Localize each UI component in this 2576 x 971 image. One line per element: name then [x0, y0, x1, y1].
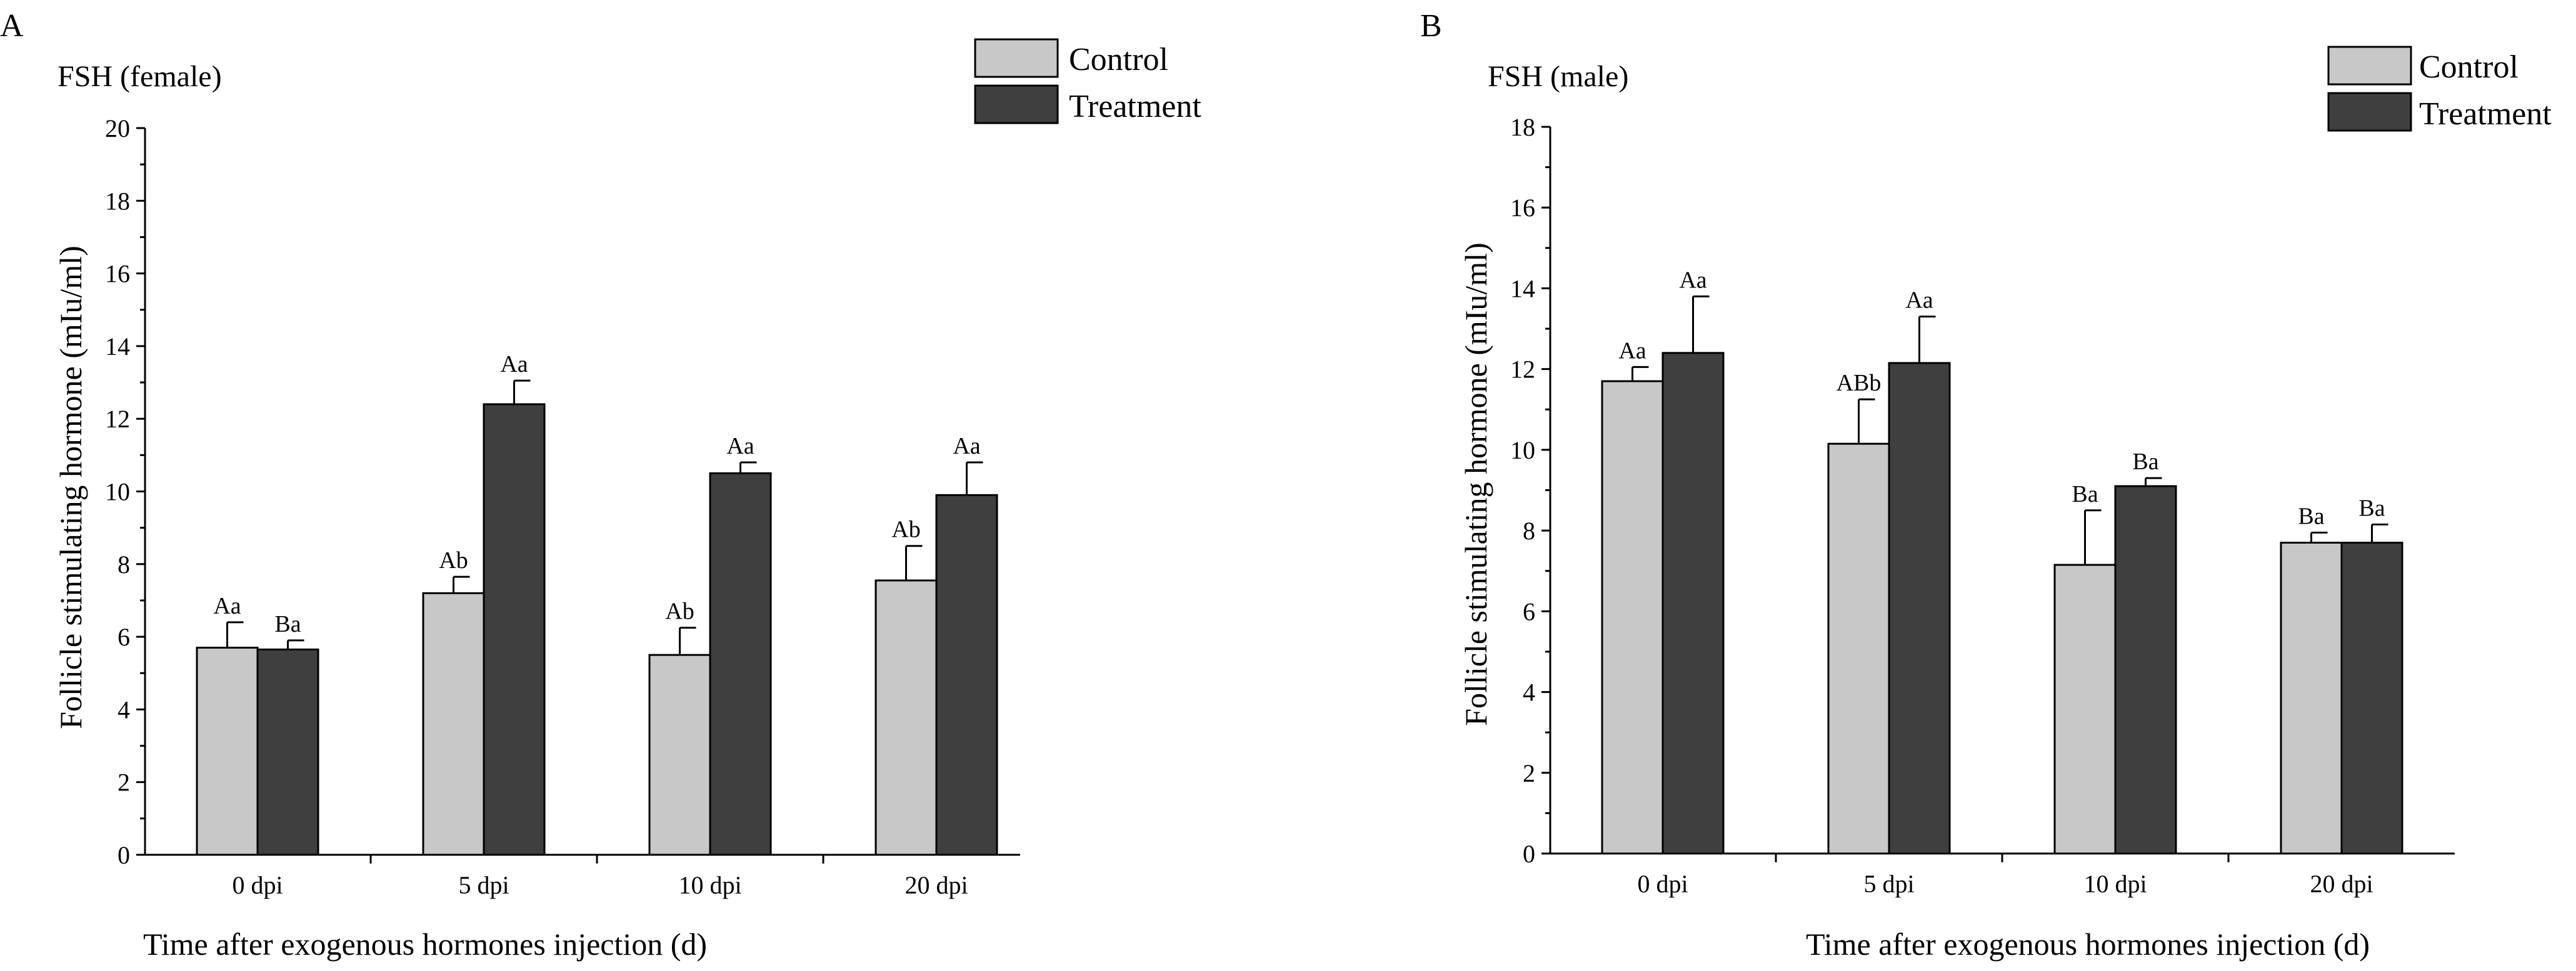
y-tick-label: 18 — [105, 187, 130, 215]
bar-treatment-20-dpi — [2340, 541, 2403, 855]
significance-label: Aa — [213, 593, 241, 619]
x-axis-title: Time after exogenous hormones injection … — [143, 927, 707, 962]
y-tick-label: 14 — [105, 332, 130, 361]
y-tick-label: 12 — [105, 405, 130, 433]
legend-label-treatment: Treatment — [2419, 96, 2552, 132]
panel-a: A FSH (female) Time after exogenous horm… — [0, 8, 1201, 962]
significance-label: Aa — [1905, 287, 1933, 314]
significance-label: Ba — [2072, 481, 2098, 507]
x-tick-label: 20 dpi — [905, 871, 968, 899]
plot-area: 0 2 4 6 8 10 12 14 16 18 0 dpi Aa Aa 5 dpi ABb Aa 10 dpi… — [1510, 113, 2455, 898]
x-tick-label: 5 dpi — [1863, 870, 1914, 898]
legend-swatch-control — [2327, 46, 2412, 86]
panel-letter: B — [1420, 8, 1442, 44]
bar-control-0-dpi — [196, 647, 259, 856]
panel-b: B FSH (male) Time after exogenous hormon… — [1420, 8, 2552, 962]
significance-label: Aa — [1679, 267, 1706, 293]
y-tick-label: 8 — [118, 550, 130, 579]
y-tick-label: 20 — [105, 114, 130, 142]
bar-treatment-5-dpi — [1888, 362, 1951, 855]
bar-treatment-10-dpi — [709, 472, 772, 856]
legend: Control Treatment — [2327, 46, 2552, 132]
panel-letter: A — [0, 8, 24, 44]
y-tick-label: 10 — [1510, 436, 1535, 464]
x-tick-label: 20 dpi — [2310, 870, 2373, 898]
x-axis-title: Time after exogenous hormones injection … — [1806, 927, 2370, 962]
y-tick-label: 2 — [1523, 759, 1535, 787]
y-tick-label: 2 — [118, 769, 130, 797]
y-axis-title: Follicle stimulating hormone (mIu/ml) — [53, 246, 88, 729]
significance-label: Ba — [2298, 503, 2324, 529]
bar-treatment-0-dpi — [256, 648, 319, 856]
chart-title: FSH (female) — [58, 60, 222, 93]
x-tick-label: 0 dpi — [232, 871, 283, 899]
significance-label: Ab — [891, 517, 920, 543]
significance-label: Ba — [2358, 495, 2385, 521]
y-tick-label: 6 — [118, 623, 130, 651]
significance-label: Ba — [2132, 449, 2158, 475]
y-tick-label: 8 — [1523, 517, 1535, 545]
chart-title: FSH (male) — [1488, 60, 1628, 93]
y-tick-label: 0 — [1523, 840, 1535, 868]
bar-control-20-dpi — [875, 579, 938, 856]
significance-label: Aa — [500, 351, 528, 377]
significance-label: Aa — [953, 433, 980, 459]
x-tick-label: 10 dpi — [2083, 870, 2147, 898]
bar-treatment-0-dpi — [1661, 352, 1725, 855]
legend-label-treatment: Treatment — [1069, 89, 1201, 124]
bar-control-20-dpi — [2280, 541, 2343, 855]
y-tick-label: 10 — [105, 478, 130, 506]
significance-label: Ab — [439, 547, 468, 574]
bar-control-5-dpi — [422, 592, 485, 856]
plot-area: 0 2 4 6 8 10 12 14 16 18 20 0 dpi Aa Ba 5 dpi Ab Aa 10 dp… — [105, 114, 1020, 899]
y-tick-label: 18 — [1510, 113, 1535, 141]
y-tick-label: 14 — [1510, 274, 1535, 302]
legend-label-control: Control — [2419, 49, 2518, 85]
bar-treatment-10-dpi — [2114, 485, 2177, 855]
significance-label: Ba — [274, 611, 301, 637]
y-axis-title: Follicle stimulating hormone (mIu/ml) — [1458, 242, 1493, 726]
y-tick-label: 4 — [118, 695, 130, 724]
y-tick-label: 0 — [118, 841, 130, 869]
bar-treatment-20-dpi — [935, 494, 998, 856]
legend-swatch-treatment — [974, 84, 1059, 124]
x-tick-label: 10 dpi — [678, 871, 741, 899]
bar-control-0-dpi — [1601, 380, 1664, 855]
bar-control-10-dpi — [2053, 564, 2117, 855]
significance-label: Ab — [665, 599, 694, 625]
significance-label: Aa — [1618, 337, 1646, 364]
legend-swatch-treatment — [2327, 92, 2412, 132]
bar-control-5-dpi — [1827, 442, 1890, 855]
legend: Control Treatment — [974, 38, 1201, 124]
y-tick-label: 12 — [1510, 356, 1535, 384]
y-tick-label: 6 — [1523, 597, 1535, 625]
bar-treatment-5-dpi — [483, 403, 546, 856]
x-tick-label: 5 dpi — [458, 871, 509, 899]
significance-label: Aa — [726, 433, 754, 459]
legend-swatch-control — [974, 38, 1059, 78]
y-tick-label: 4 — [1523, 679, 1535, 707]
bar-control-10-dpi — [648, 654, 711, 856]
x-tick-label: 0 dpi — [1637, 870, 1688, 898]
legend-label-control: Control — [1069, 42, 1168, 77]
y-tick-label: 16 — [105, 260, 130, 288]
y-tick-label: 16 — [1510, 194, 1535, 222]
significance-label: ABb — [1837, 370, 1882, 396]
